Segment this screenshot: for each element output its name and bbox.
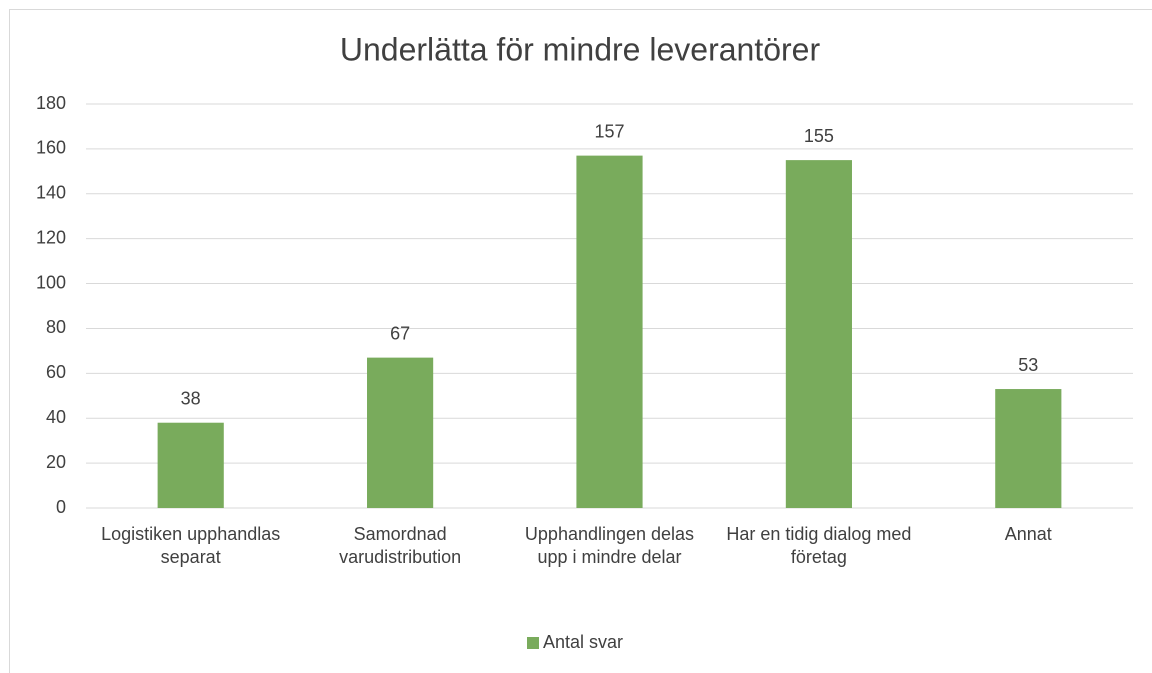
y-tick-label: 0	[56, 497, 66, 517]
data-label: 53	[1018, 355, 1038, 375]
chart-title: Underlätta för mindre leverantörer	[340, 31, 821, 67]
legend-item: Antal svar	[527, 632, 623, 653]
y-tick-label: 40	[46, 407, 66, 427]
bar	[995, 389, 1062, 508]
bar	[367, 357, 434, 508]
x-tick-label: Upphandlingen delas upp i mindre delar	[524, 524, 695, 567]
y-tick-label: 140	[36, 183, 66, 203]
y-tick-label: 80	[46, 317, 66, 337]
y-tick-label: 60	[46, 362, 66, 382]
y-tick-label: 160	[36, 138, 66, 158]
data-label: 67	[390, 323, 410, 343]
legend-swatch	[527, 636, 539, 649]
y-tick-label: 20	[46, 452, 66, 472]
chart-border	[9, 9, 1152, 673]
legend-label: Antal svar	[543, 632, 624, 652]
data-label: 157	[594, 121, 624, 141]
y-tick-label: 180	[36, 93, 66, 113]
bar	[576, 155, 643, 508]
y-tick-label: 100	[36, 272, 66, 292]
data-label: 38	[181, 388, 201, 408]
x-tick-label: Samordnad varudistribution	[339, 524, 462, 567]
y-tick-label: 120	[36, 227, 66, 247]
x-tick-label: Har en tidig dialog med företag	[726, 524, 912, 567]
x-tick-label: Annat	[1004, 524, 1052, 544]
bar	[785, 160, 852, 508]
data-label: 155	[804, 126, 834, 146]
bar	[157, 422, 224, 508]
x-tick-label: Logistiken upphandlas separat	[101, 524, 281, 567]
